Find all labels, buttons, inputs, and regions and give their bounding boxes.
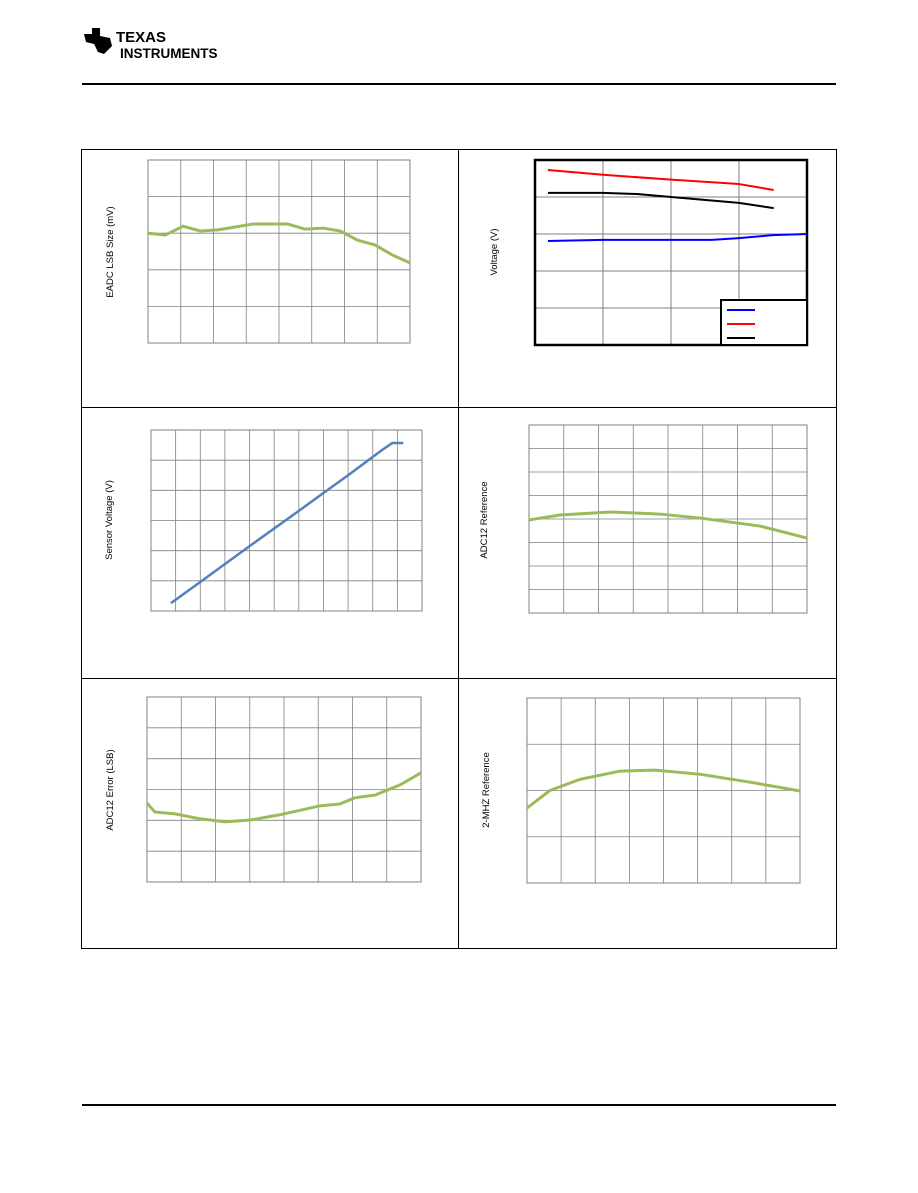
data-line <box>547 168 774 191</box>
data-line <box>147 222 411 265</box>
chart: ADC12 Reference <box>479 424 808 614</box>
y-axis-label: ADC12 Reference <box>479 481 490 558</box>
data-line <box>526 768 801 810</box>
panel-frame <box>81 149 837 949</box>
chart: 2-MHZ Reference <box>481 697 801 884</box>
data-line <box>547 191 774 210</box>
logo-mark <box>84 28 112 54</box>
data-line <box>547 233 808 243</box>
chart: Sensor Voltage (V) <box>104 429 423 612</box>
plot-area <box>150 429 423 612</box>
logo-text: INSTRUMENTS <box>120 46 218 61</box>
y-axis-label: EADC LSB Size (mV) <box>105 206 116 297</box>
plot-area <box>146 696 422 883</box>
y-axis-label: Sensor Voltage (V) <box>104 480 115 560</box>
y-axis-label: Voltage (V) <box>489 229 500 276</box>
data-line <box>145 771 422 824</box>
y-axis-label: ADC12 Error (LSB) <box>105 749 116 830</box>
data-line <box>528 510 808 540</box>
y-axis-label: 2-MHZ Reference <box>481 752 492 828</box>
plot-area <box>533 158 809 347</box>
data-line <box>170 441 404 605</box>
plot-area <box>147 159 411 344</box>
chart: ADC12 Error (LSB) <box>105 696 422 883</box>
logo-text: TEXAS <box>116 29 166 46</box>
chart: EADC LSB Size (mV) <box>105 159 411 344</box>
ti-logo: TEXAS INSTRUMENTS <box>84 28 218 61</box>
chart: Voltage (V) <box>489 158 809 347</box>
